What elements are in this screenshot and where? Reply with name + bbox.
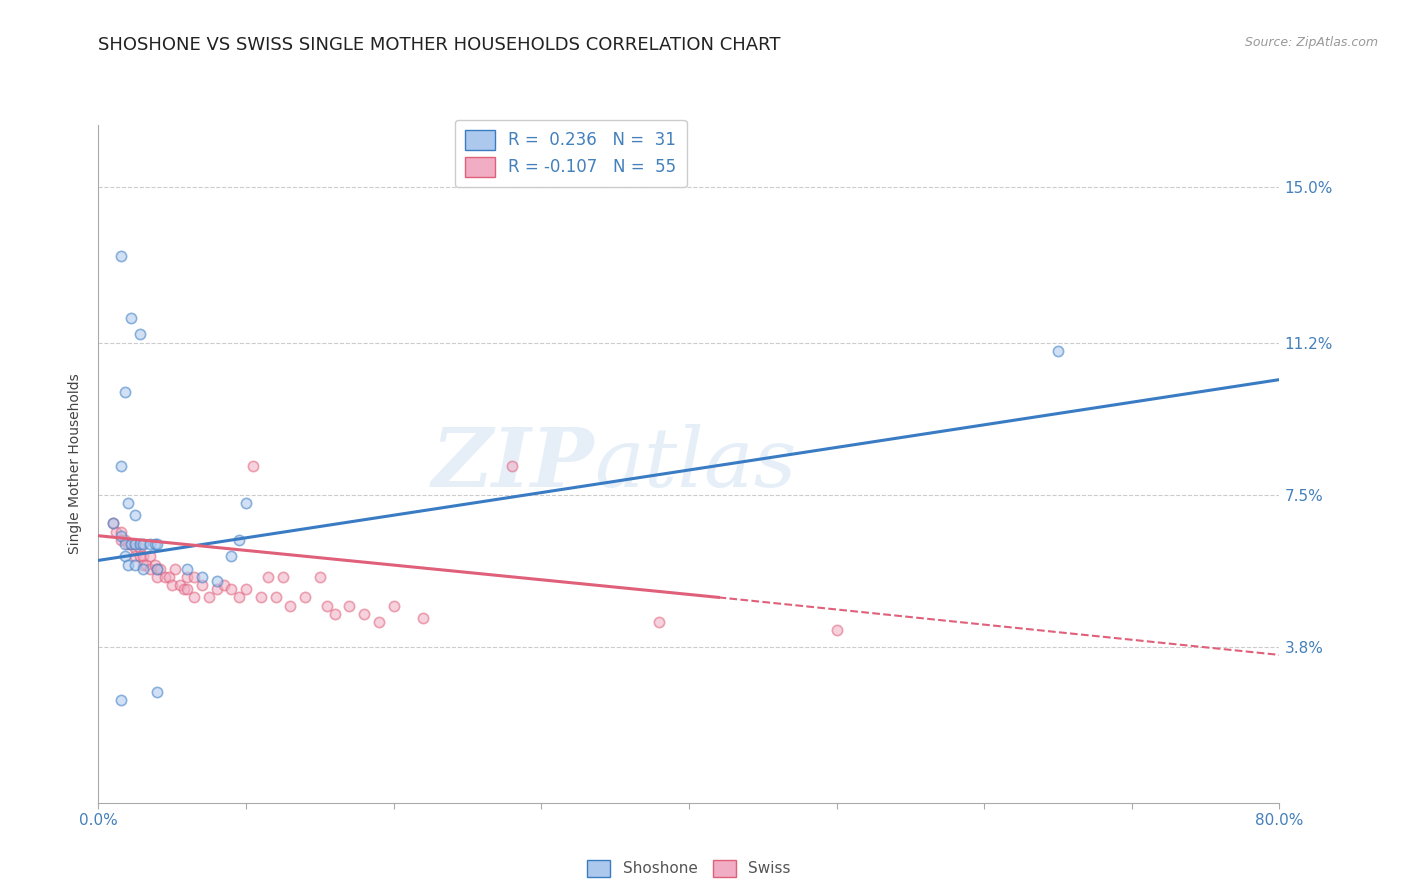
Point bbox=[235, 582, 257, 596]
Point bbox=[205, 574, 228, 588]
Point bbox=[191, 570, 214, 584]
Point bbox=[128, 541, 150, 555]
Text: ZIP: ZIP bbox=[432, 424, 595, 504]
Point bbox=[139, 561, 162, 575]
Point bbox=[128, 549, 150, 564]
Point bbox=[278, 599, 302, 613]
Point bbox=[501, 458, 523, 473]
Point bbox=[316, 599, 339, 613]
Point bbox=[219, 582, 242, 596]
Point bbox=[114, 533, 136, 547]
Point bbox=[120, 310, 142, 325]
Legend: Shoshone, Swiss: Shoshone, Swiss bbox=[581, 854, 797, 883]
Point bbox=[242, 458, 264, 473]
Point bbox=[110, 458, 132, 473]
Point bbox=[146, 561, 169, 575]
Point bbox=[228, 591, 250, 605]
Point bbox=[117, 558, 139, 572]
Point bbox=[103, 516, 125, 531]
Point bbox=[198, 591, 221, 605]
Point bbox=[124, 549, 146, 564]
Point bbox=[219, 549, 242, 564]
Point bbox=[114, 537, 136, 551]
Point bbox=[146, 561, 169, 575]
Point bbox=[271, 570, 294, 584]
Point bbox=[153, 570, 176, 584]
Point bbox=[132, 561, 155, 575]
Point bbox=[264, 591, 287, 605]
Point bbox=[176, 561, 198, 575]
Text: SHOSHONE VS SWISS SINGLE MOTHER HOUSEHOLDS CORRELATION CHART: SHOSHONE VS SWISS SINGLE MOTHER HOUSEHOL… bbox=[98, 36, 780, 54]
Point bbox=[368, 615, 391, 629]
Point bbox=[309, 570, 332, 584]
Point bbox=[110, 249, 132, 263]
Point bbox=[110, 524, 132, 539]
Point bbox=[114, 549, 136, 564]
Point bbox=[124, 541, 146, 555]
Point bbox=[128, 327, 150, 342]
Point bbox=[176, 582, 198, 596]
Point bbox=[257, 570, 280, 584]
Point bbox=[139, 549, 162, 564]
Point bbox=[114, 384, 136, 399]
Point bbox=[382, 599, 405, 613]
Point bbox=[149, 561, 172, 575]
Point bbox=[412, 611, 434, 625]
Point bbox=[124, 508, 146, 523]
Point bbox=[162, 578, 183, 592]
Point bbox=[132, 537, 155, 551]
Point bbox=[117, 537, 139, 551]
Point bbox=[212, 578, 235, 592]
Point bbox=[143, 537, 166, 551]
Point bbox=[124, 558, 146, 572]
Point bbox=[165, 561, 187, 575]
Point bbox=[135, 558, 157, 572]
Point bbox=[157, 570, 180, 584]
Point bbox=[825, 624, 848, 638]
Point bbox=[205, 582, 228, 596]
Point bbox=[124, 537, 146, 551]
Point bbox=[169, 578, 191, 592]
Point bbox=[173, 582, 195, 596]
Point bbox=[146, 570, 169, 584]
Point bbox=[110, 529, 132, 543]
Point bbox=[183, 570, 205, 584]
Point bbox=[143, 558, 166, 572]
Point bbox=[110, 533, 132, 547]
Point bbox=[103, 516, 125, 531]
Point bbox=[110, 693, 132, 707]
Point bbox=[294, 591, 316, 605]
Point bbox=[120, 537, 142, 551]
Point bbox=[353, 607, 375, 621]
Point bbox=[128, 537, 150, 551]
Point bbox=[250, 591, 273, 605]
Point bbox=[323, 607, 346, 621]
Point bbox=[648, 615, 671, 629]
Point bbox=[132, 558, 155, 572]
Point bbox=[139, 537, 162, 551]
Point bbox=[235, 496, 257, 510]
Point bbox=[339, 599, 360, 613]
Point bbox=[146, 537, 169, 551]
Point bbox=[117, 496, 139, 510]
Point bbox=[146, 685, 169, 699]
Point bbox=[183, 591, 205, 605]
Point bbox=[228, 533, 250, 547]
Point bbox=[105, 524, 128, 539]
Point bbox=[1046, 343, 1069, 358]
Point bbox=[120, 537, 142, 551]
Y-axis label: Single Mother Households: Single Mother Households bbox=[69, 374, 83, 554]
Point bbox=[132, 549, 155, 564]
Text: atlas: atlas bbox=[595, 424, 797, 504]
Point bbox=[191, 578, 214, 592]
Text: Source: ZipAtlas.com: Source: ZipAtlas.com bbox=[1244, 36, 1378, 49]
Point bbox=[176, 570, 198, 584]
